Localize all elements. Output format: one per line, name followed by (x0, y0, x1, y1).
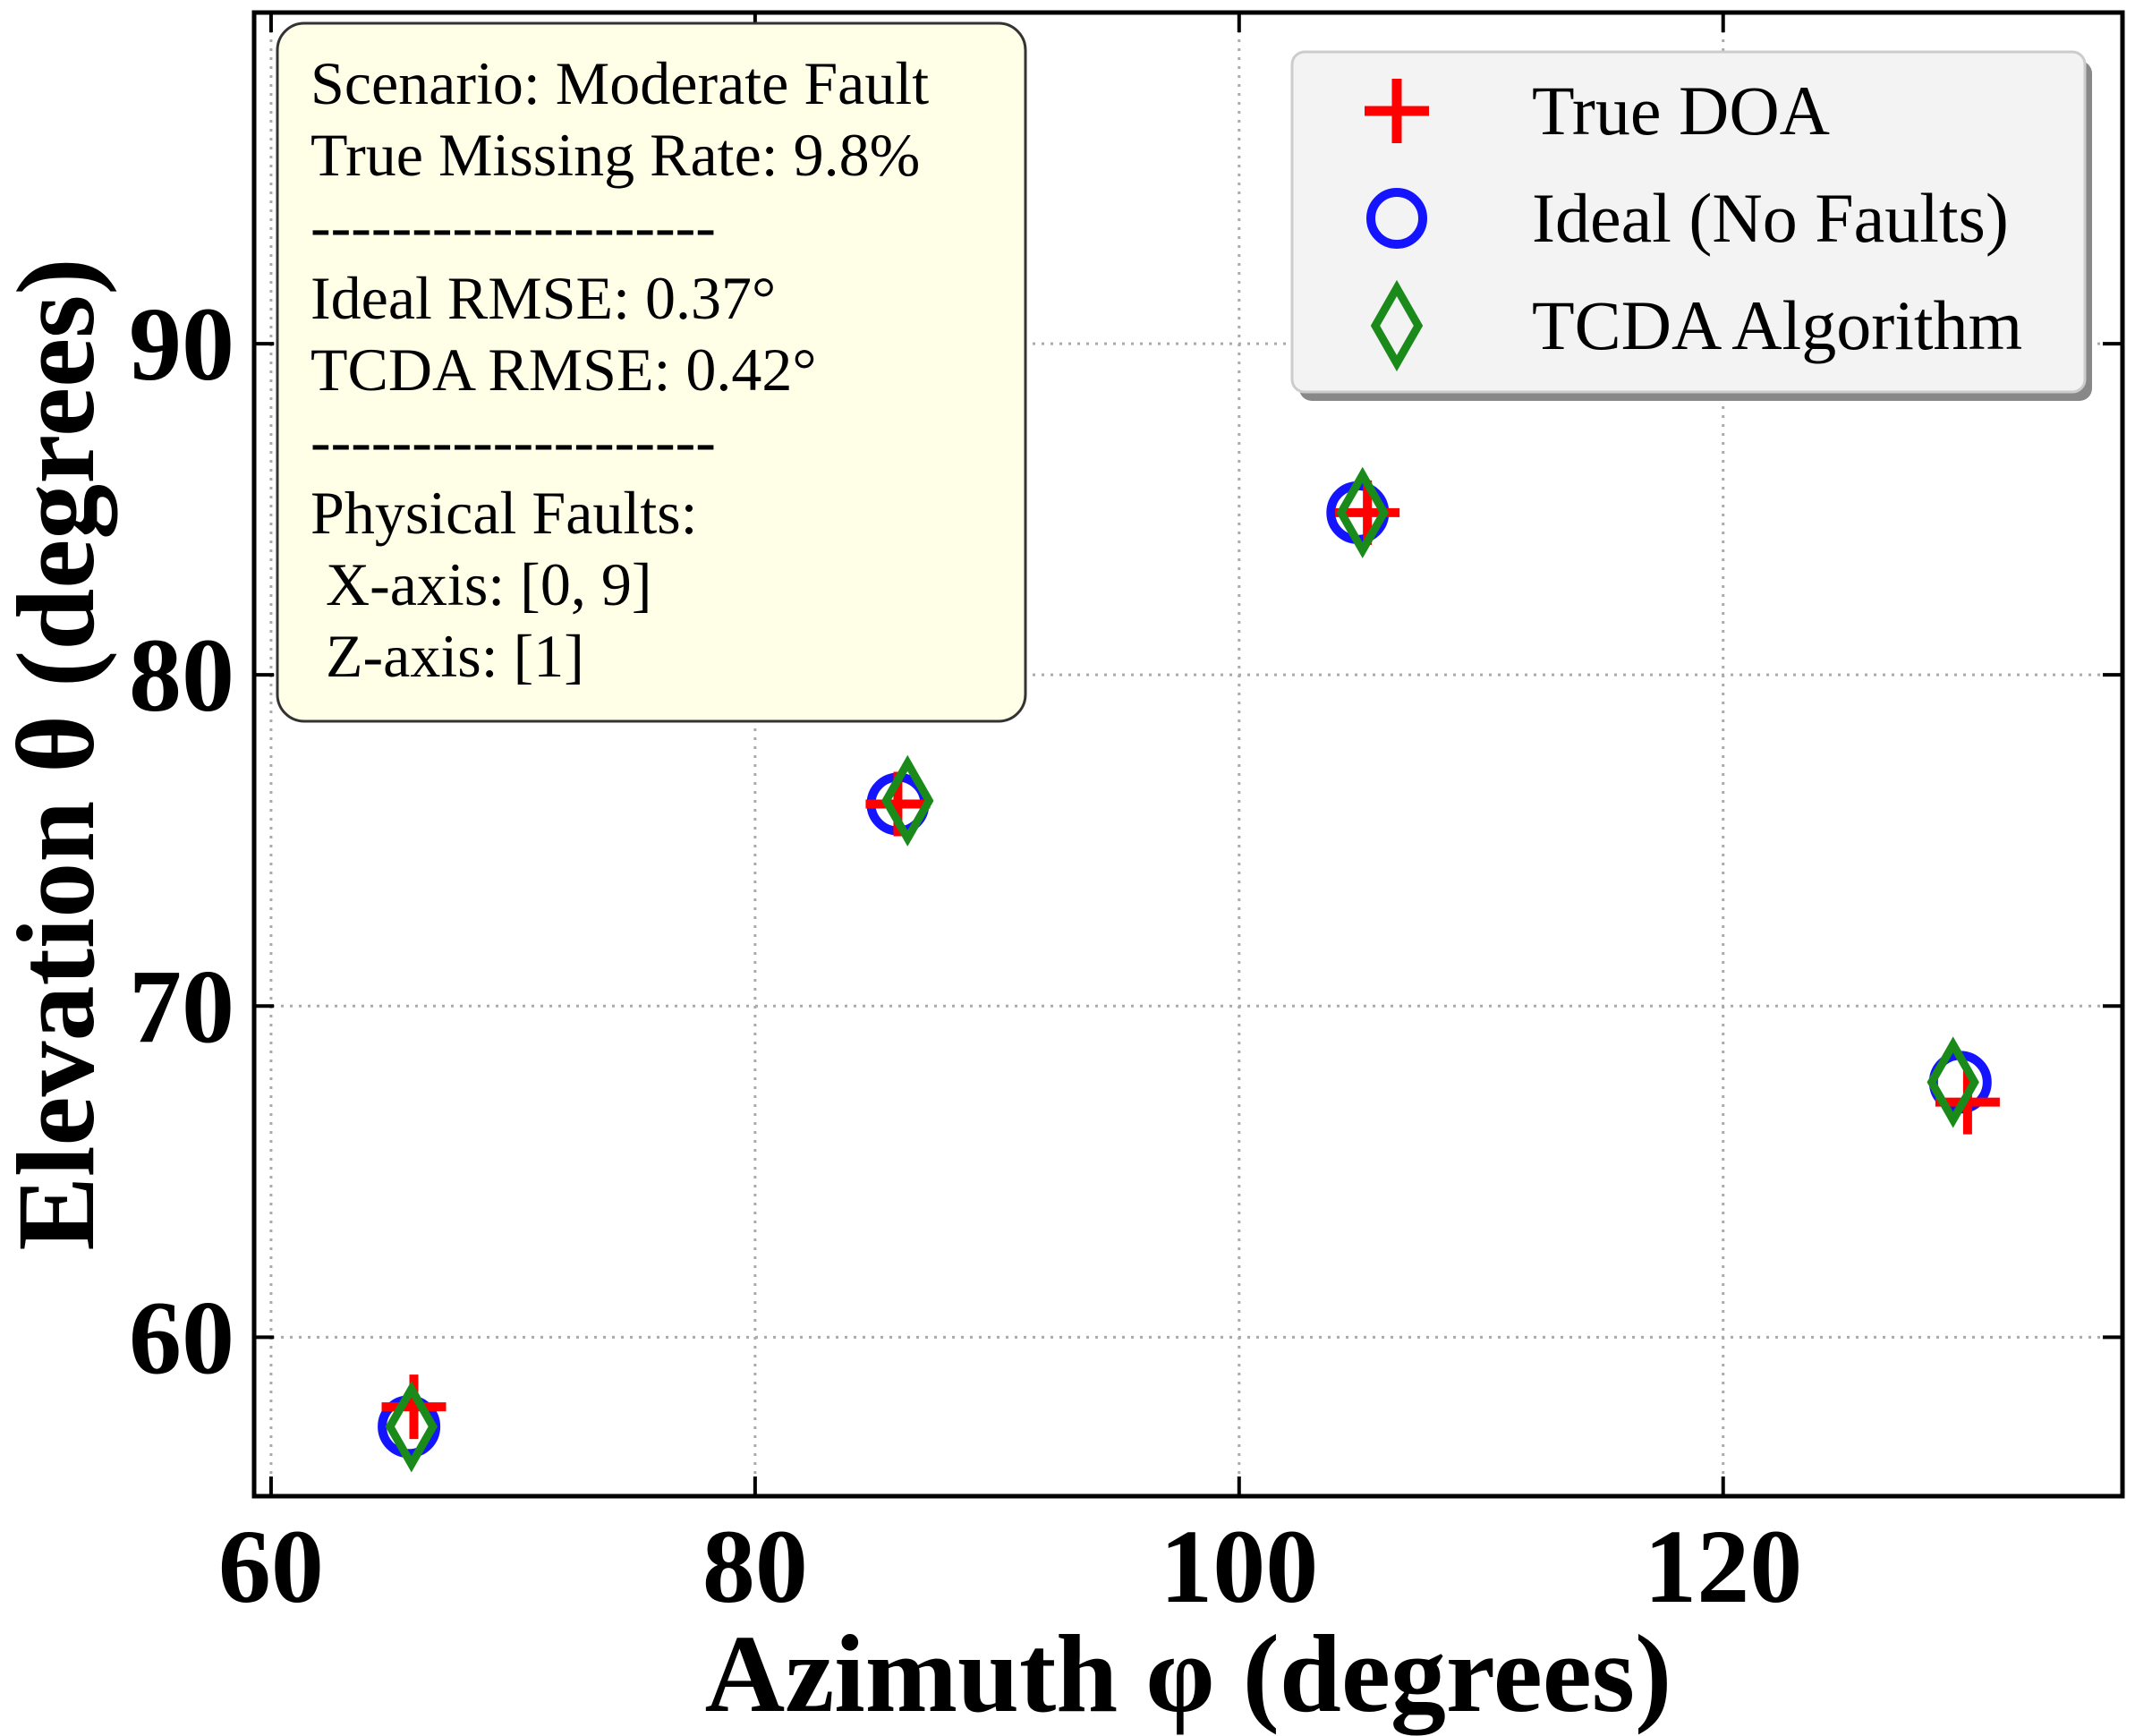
info-line: -------------------- (310, 407, 716, 475)
info-line: -------------------- (310, 192, 716, 260)
tcda-point-marker (385, 1381, 438, 1473)
legend-background (1290, 50, 2087, 394)
tcda-point-marker (1336, 466, 1389, 558)
info-line: Z-axis: [1] (310, 622, 584, 690)
axis-ticks (254, 13, 2122, 1496)
plot-frame (251, 10, 2125, 1499)
data-markers (378, 466, 2000, 1473)
x-tick-label: 60 (218, 1508, 324, 1625)
info-line: True Missing Rate: 9.8% (310, 121, 920, 189)
legend-label-tcda: TCDA Algorithm (1532, 286, 2022, 364)
info-box: Scenario: Moderate Fault True Missing Ra… (276, 21, 1027, 723)
y-tick-label: 70 (129, 948, 234, 1065)
info-box-background (276, 21, 1027, 723)
x-tick-labels: 60 80 100 120 (218, 1508, 1802, 1625)
legend-circle-icon (1366, 188, 1427, 249)
y-tick-label: 90 (129, 285, 234, 403)
tcda-point-marker (881, 754, 934, 847)
info-line: Physical Faults: (310, 479, 698, 547)
legend: True DOA Ideal (No Faults) TCDA Algorith… (1290, 50, 2092, 401)
info-line: Ideal RMSE: 0.37° (310, 264, 776, 332)
x-tick-label: 100 (1160, 1508, 1318, 1625)
legend-plus-icon (1365, 79, 1429, 143)
legend-diamond-icon (1370, 279, 1424, 372)
legend-label-ideal: Ideal (No Faults) (1532, 179, 2009, 257)
info-line: Scenario: Moderate Fault (310, 49, 929, 117)
y-tick-label: 80 (129, 617, 234, 734)
x-axis-label: Azimuth φ (degrees) (705, 1613, 1672, 1736)
y-axis-label: Elevation θ (degrees) (0, 258, 118, 1250)
info-line: X-axis: [0, 9] (310, 550, 651, 618)
tcda-point-marker (1927, 1036, 1979, 1128)
x-tick-label: 120 (1644, 1508, 1802, 1625)
legend-label-true-doa: True DOA (1532, 72, 1830, 149)
y-tick-label: 60 (129, 1279, 234, 1396)
y-tick-labels: 60 70 80 90 (129, 285, 234, 1396)
x-tick-label: 80 (702, 1508, 808, 1625)
info-line: TCDA RMSE: 0.42° (310, 336, 817, 404)
